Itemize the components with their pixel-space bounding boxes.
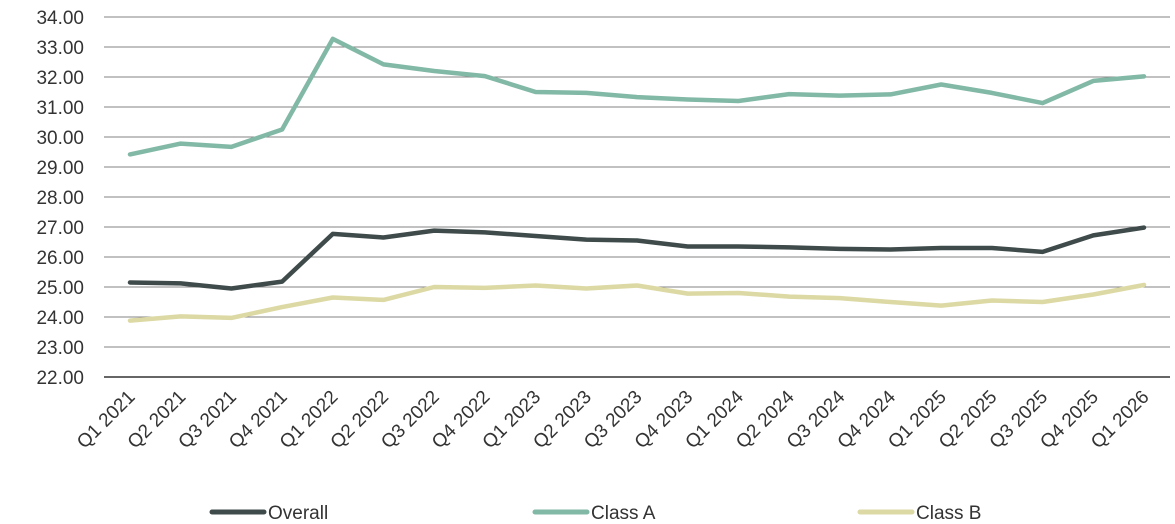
y-tick-label: 25.00 xyxy=(36,278,84,299)
y-tick-label: 29.00 xyxy=(36,158,84,179)
y-axis-tick-labels: 22.00 23.00 24.00 25.00 26.00 27.00 28.00 29.00… xyxy=(36,8,84,389)
y-tick-label: 31.00 xyxy=(36,98,84,119)
y-tick-label: 24.00 xyxy=(36,308,84,329)
legend: Overall Class A Class B xyxy=(209,503,981,524)
legend-label: Overall xyxy=(268,503,328,524)
legend-label: Class B xyxy=(916,503,981,524)
y-tick-label: 22.00 xyxy=(36,368,84,389)
y-tick-label: 23.00 xyxy=(36,338,84,359)
y-tick-label: 27.00 xyxy=(36,218,84,239)
y-tick-label: 30.00 xyxy=(36,128,84,149)
series-line-class-a xyxy=(127,36,1147,157)
y-tick-label: 33.00 xyxy=(36,38,84,59)
legend-label: Class A xyxy=(591,503,656,524)
series-line-class-b xyxy=(127,282,1147,323)
y-tick-label: 32.00 xyxy=(36,68,84,89)
series-line-overall xyxy=(127,225,1147,291)
series-lines xyxy=(127,36,1147,323)
y-tick-label: 34.00 xyxy=(36,8,84,29)
grid-lines xyxy=(104,16,1170,378)
y-tick-label: 28.00 xyxy=(36,188,84,209)
y-tick-label: 26.00 xyxy=(36,248,84,269)
